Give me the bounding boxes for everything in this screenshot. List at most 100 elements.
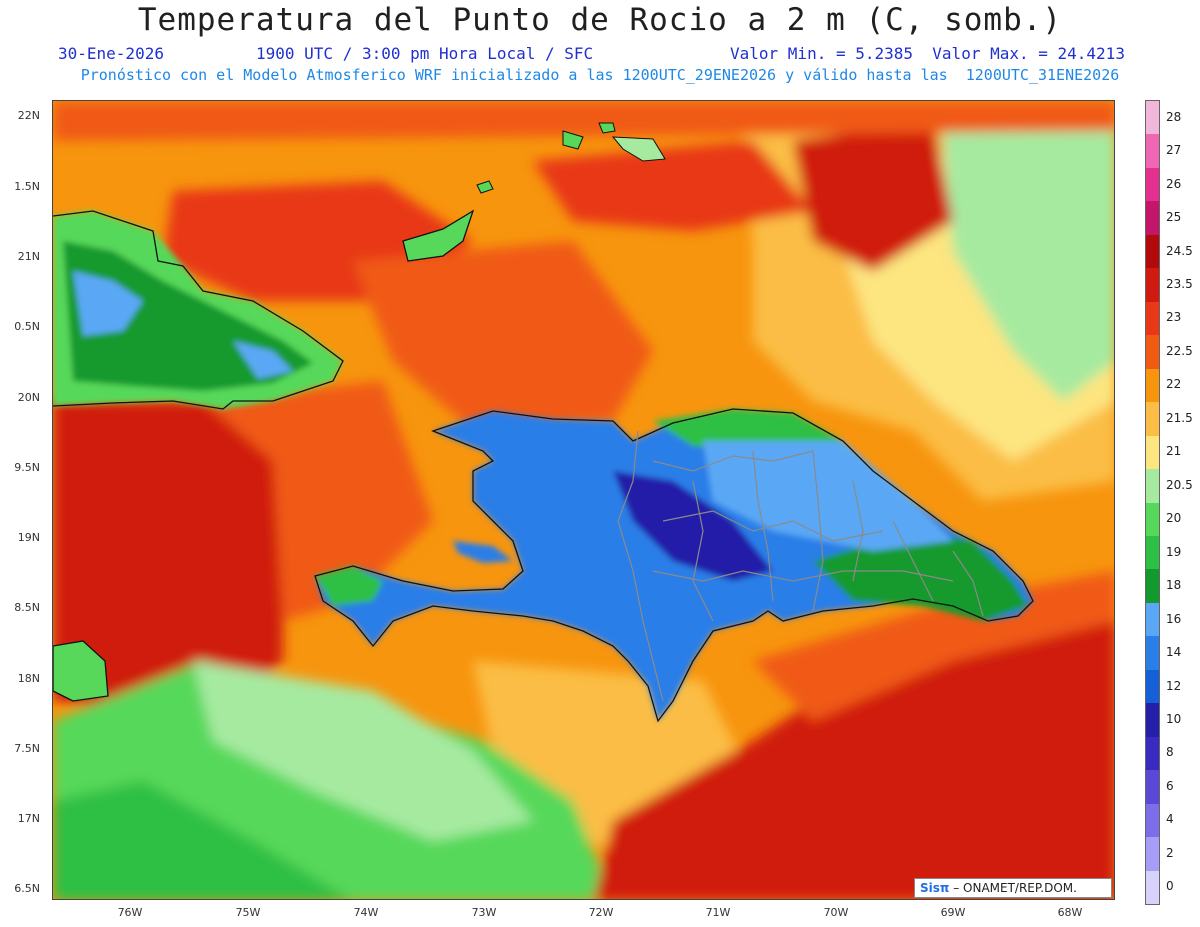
- colorbar-label: 2: [1166, 845, 1174, 860]
- colorbar-label: 25: [1166, 210, 1182, 225]
- colorbar-segment: [1146, 803, 1159, 838]
- field-ne-lightgreen: [943, 121, 1114, 401]
- map-canvas: [53, 101, 1114, 899]
- lat-label: 0.5N: [14, 320, 40, 333]
- colorbar-segment: [1146, 134, 1159, 169]
- colorbar-segment: [1146, 502, 1159, 537]
- colorbar-segment: [1146, 469, 1159, 503]
- lat-label: 18N: [17, 672, 40, 685]
- lat-label: 20N: [17, 391, 40, 404]
- colorbar-segment: [1146, 167, 1159, 202]
- colorbar-label: 0: [1166, 879, 1174, 894]
- forecast-time: 1900 UTC / 3:00 pm Hora Local / SFC: [256, 44, 594, 63]
- field-west-orange: [203, 381, 433, 621]
- lon-label: 71W: [705, 906, 731, 919]
- colorbar-label: 12: [1166, 678, 1182, 693]
- lat-label: 22N: [17, 109, 40, 122]
- colorbar-segment: [1146, 636, 1159, 671]
- lat-label: 6.5N: [14, 882, 40, 895]
- colorbar-label: 24.5: [1166, 243, 1193, 258]
- sispi-logo: Sisπ: [920, 881, 950, 895]
- cuba-blue: [73, 271, 143, 336]
- lon-label: 74W: [353, 906, 379, 919]
- colorbar-segment: [1146, 268, 1159, 303]
- colorbar-label: 20.5: [1166, 477, 1193, 492]
- colorbar-segment: [1146, 335, 1159, 370]
- colorbar-label: 4: [1166, 812, 1174, 827]
- colorbar-label: 23.5: [1166, 277, 1193, 292]
- colorbar-label: 8: [1166, 745, 1174, 760]
- colorbar-segment: [1146, 569, 1159, 604]
- colorbar-label: 16: [1166, 611, 1182, 626]
- field-north-red-3: [793, 121, 953, 271]
- colorbar-segment: [1146, 201, 1159, 236]
- lon-label: 75W: [235, 906, 261, 919]
- colorbar-label: 6: [1166, 778, 1174, 793]
- lon-label: 72W: [588, 906, 614, 919]
- colorbar-label: 10: [1166, 711, 1182, 726]
- colorbar-label: 27: [1166, 143, 1182, 158]
- credit-text: – ONAMET/REP.DOM.: [953, 881, 1077, 895]
- colorbar-segment: [1146, 234, 1159, 269]
- colorbar-segment: [1146, 602, 1159, 637]
- field-central-orange: [353, 241, 653, 431]
- lat-label: 8.5N: [14, 601, 40, 614]
- model-info: Pronóstico con el Modelo Atmosferico WRF…: [80, 66, 1120, 84]
- colorbar-segment: [1146, 837, 1159, 872]
- lon-label: 70W: [823, 906, 849, 919]
- hispaniola-lightblue: [703, 441, 953, 551]
- colorbar-label: 20: [1166, 511, 1182, 526]
- lon-label: 76W: [117, 906, 143, 919]
- field-west-red: [53, 401, 283, 721]
- colorbar-label: 22.5: [1166, 343, 1193, 358]
- hispaniola-green-coast: [653, 409, 843, 451]
- lat-label: 21N: [17, 250, 40, 263]
- cuba-coastline: [53, 210, 344, 410]
- island-caicos-1: [598, 122, 616, 134]
- colorbar-label: 22: [1166, 377, 1182, 392]
- dewpoint-map: [52, 100, 1115, 900]
- field-sw-darkgreen: [53, 781, 350, 899]
- cuba-blue-2: [233, 341, 293, 379]
- lat-label: 19N: [17, 531, 40, 544]
- lon-label: 69W: [940, 906, 966, 919]
- colorbar-label: 14: [1166, 645, 1182, 660]
- lon-label: 73W: [471, 906, 497, 919]
- map-title: Temperatura del Punto de Rocio a 2 m (C,…: [137, 2, 1063, 38]
- island-acklins: [476, 180, 494, 194]
- lat-label: 17N: [17, 812, 40, 825]
- field-north-red-2: [533, 141, 813, 231]
- lon-label: 68W: [1057, 906, 1083, 919]
- colorbar-segment: [1146, 402, 1159, 437]
- colorbar-segment: [1146, 101, 1159, 135]
- field-sw-lightgreen: [193, 661, 533, 841]
- colorbar-segment: [1146, 368, 1159, 403]
- lat-label: 9.5N: [14, 461, 40, 474]
- colorbar-segment: [1146, 736, 1159, 771]
- lat-label: 1.5N: [14, 180, 40, 193]
- colorbar-segment: [1146, 435, 1159, 470]
- credit-box: Sisπ – ONAMET/REP.DOM.: [914, 878, 1112, 898]
- colorbar-segment: [1146, 770, 1159, 805]
- colorbar-label: 21.5: [1166, 410, 1193, 425]
- field-se-red: [593, 621, 1114, 899]
- hispaniola-dark-core: [613, 471, 773, 581]
- island-caicos-2: [562, 130, 584, 150]
- colorbar-label: 19: [1166, 544, 1182, 559]
- colorbar-label: 23: [1166, 310, 1182, 325]
- jamaica-land: [53, 640, 109, 702]
- colorbar-segment: [1146, 703, 1159, 738]
- colorbar: [1145, 100, 1160, 905]
- island-caicos-3: [611, 136, 666, 162]
- colorbar-label: 26: [1166, 176, 1182, 191]
- tiburon-green: [315, 566, 383, 606]
- hispaniola-coastline: [314, 408, 1034, 723]
- colorbar-segment: [1146, 301, 1159, 336]
- colorbar-label: 18: [1166, 578, 1182, 593]
- great-inagua: [402, 209, 475, 262]
- colorbar-segment: [1146, 870, 1159, 905]
- min-max-values: Valor Min. = 5.2385 Valor Max. = 24.4213: [730, 44, 1125, 63]
- lat-label: 7.5N: [14, 742, 40, 755]
- gonave-island: [453, 541, 513, 563]
- colorbar-segment: [1146, 535, 1159, 570]
